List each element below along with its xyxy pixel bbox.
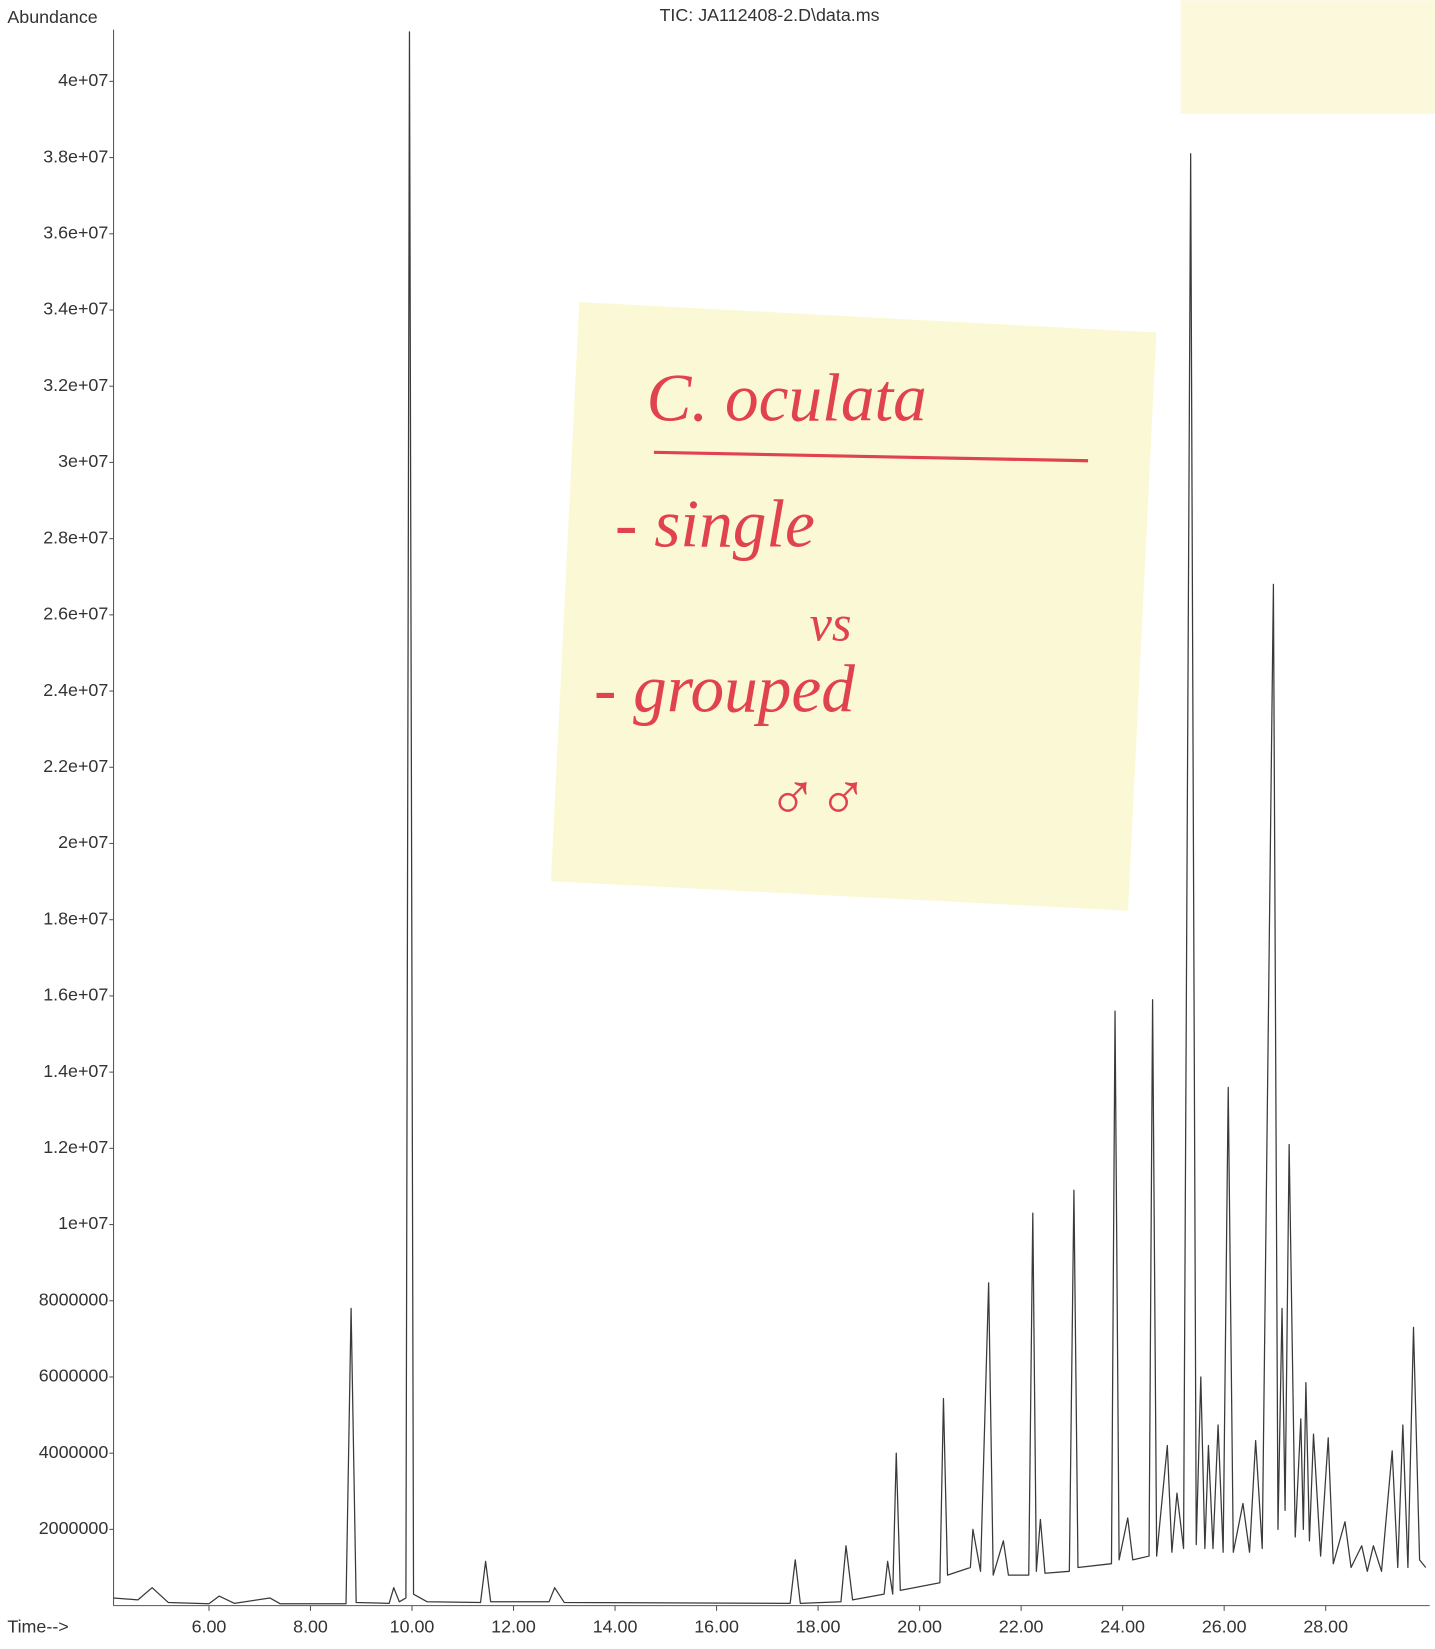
y-tick-label: 1e+07	[58, 1213, 108, 1233]
x-tick-label: 16.00	[694, 1616, 739, 1636]
x-tick-label: 14.00	[593, 1616, 638, 1636]
chromatogram-line	[113, 31, 1427, 1605]
x-tick-label: 8.00	[293, 1616, 328, 1636]
x-tick-label: 28.00	[1303, 1616, 1348, 1636]
y-tick-label: 3e+07	[58, 451, 108, 471]
x-tick-label: 10.00	[390, 1616, 435, 1636]
y-tick-label: 4e+07	[58, 70, 108, 90]
chart-title: TIC: JA112408-2.D\data.ms	[660, 5, 880, 25]
sticky-note: C. oculata - single vs - grouped ♂♂	[550, 302, 1157, 911]
y-tick-label: 2e+07	[58, 832, 108, 852]
y-tick-label: 1.4e+07	[43, 1061, 108, 1081]
y-tick-label: 1.8e+07	[43, 908, 108, 928]
x-tick-label: 18.00	[796, 1616, 841, 1636]
y-tick-label: 2.4e+07	[43, 680, 108, 700]
y-tick-label: 4000000	[39, 1442, 109, 1462]
note-line: C. oculata	[647, 360, 927, 435]
x-tick-label: 6.00	[192, 1616, 227, 1636]
y-tick-label: 6000000	[39, 1366, 109, 1386]
note-line: - single	[615, 487, 815, 562]
note-underline	[653, 450, 1089, 463]
note-line: ♂♂	[767, 760, 868, 835]
y-tick-label: 2000000	[39, 1518, 109, 1538]
x-axis-label: Time-->	[7, 1616, 68, 1636]
note-line: - grouped	[594, 652, 855, 727]
x-tick-label: 24.00	[1100, 1616, 1145, 1636]
x-tick-label: 26.00	[1202, 1616, 1247, 1636]
y-tick-label: 3.2e+07	[43, 375, 108, 395]
x-tick-label: 20.00	[897, 1616, 942, 1636]
x-tick-label: 22.00	[999, 1616, 1044, 1636]
y-tick-label: 2.6e+07	[43, 604, 108, 624]
y-tick-label: 3.6e+07	[43, 223, 108, 243]
y-tick-label: 3.8e+07	[43, 146, 108, 166]
y-axis-label: Abundance	[7, 7, 97, 27]
y-tick-label: 8000000	[39, 1289, 109, 1309]
y-tick-label: 2.2e+07	[43, 756, 108, 776]
sticky-note-corner	[1180, 0, 1435, 114]
x-tick-label: 12.00	[491, 1616, 536, 1636]
note-line: vs	[809, 596, 851, 652]
y-tick-label: 3.4e+07	[43, 299, 108, 319]
y-tick-label: 1.6e+07	[43, 985, 108, 1005]
y-tick-label: 1.2e+07	[43, 1137, 108, 1157]
y-tick-label: 2.8e+07	[43, 527, 108, 547]
